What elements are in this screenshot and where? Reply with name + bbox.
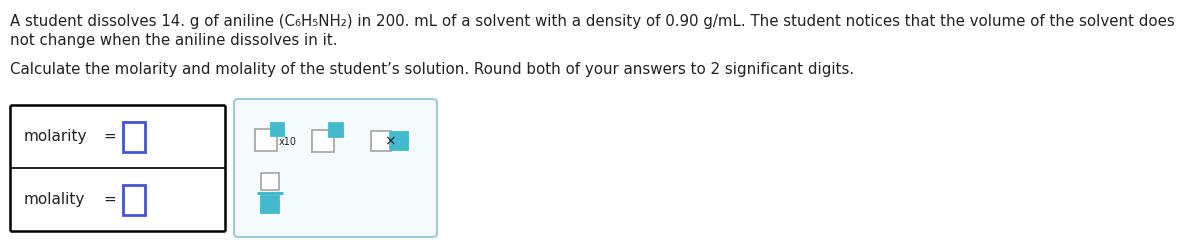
Text: molality: molality	[24, 192, 85, 207]
Bar	[371, 131, 391, 151]
Text: A student dissolves 14. g of aniline (C₆H₅NH₂) in 200. mL of a solvent with a de: A student dissolves 14. g of aniline (C₆…	[10, 14, 1175, 29]
Bar	[262, 195, 278, 213]
Text: x10: x10	[278, 137, 298, 147]
Bar	[262, 173, 278, 189]
Text: =: =	[103, 192, 116, 207]
Text: =: =	[103, 129, 116, 144]
FancyBboxPatch shape	[234, 99, 437, 237]
Bar	[390, 132, 408, 150]
Text: ×: ×	[384, 134, 396, 148]
Bar	[256, 129, 277, 151]
Text: Calculate the molarity and molality of the student’s solution. Round both of you: Calculate the molarity and molality of t…	[10, 62, 854, 77]
Bar	[270, 122, 283, 135]
Bar	[124, 121, 145, 152]
Text: molarity: molarity	[24, 129, 88, 144]
Bar	[312, 130, 334, 152]
Bar	[124, 185, 145, 214]
Bar	[329, 123, 343, 137]
Text: not change when the aniline dissolves in it.: not change when the aniline dissolves in…	[10, 33, 337, 48]
